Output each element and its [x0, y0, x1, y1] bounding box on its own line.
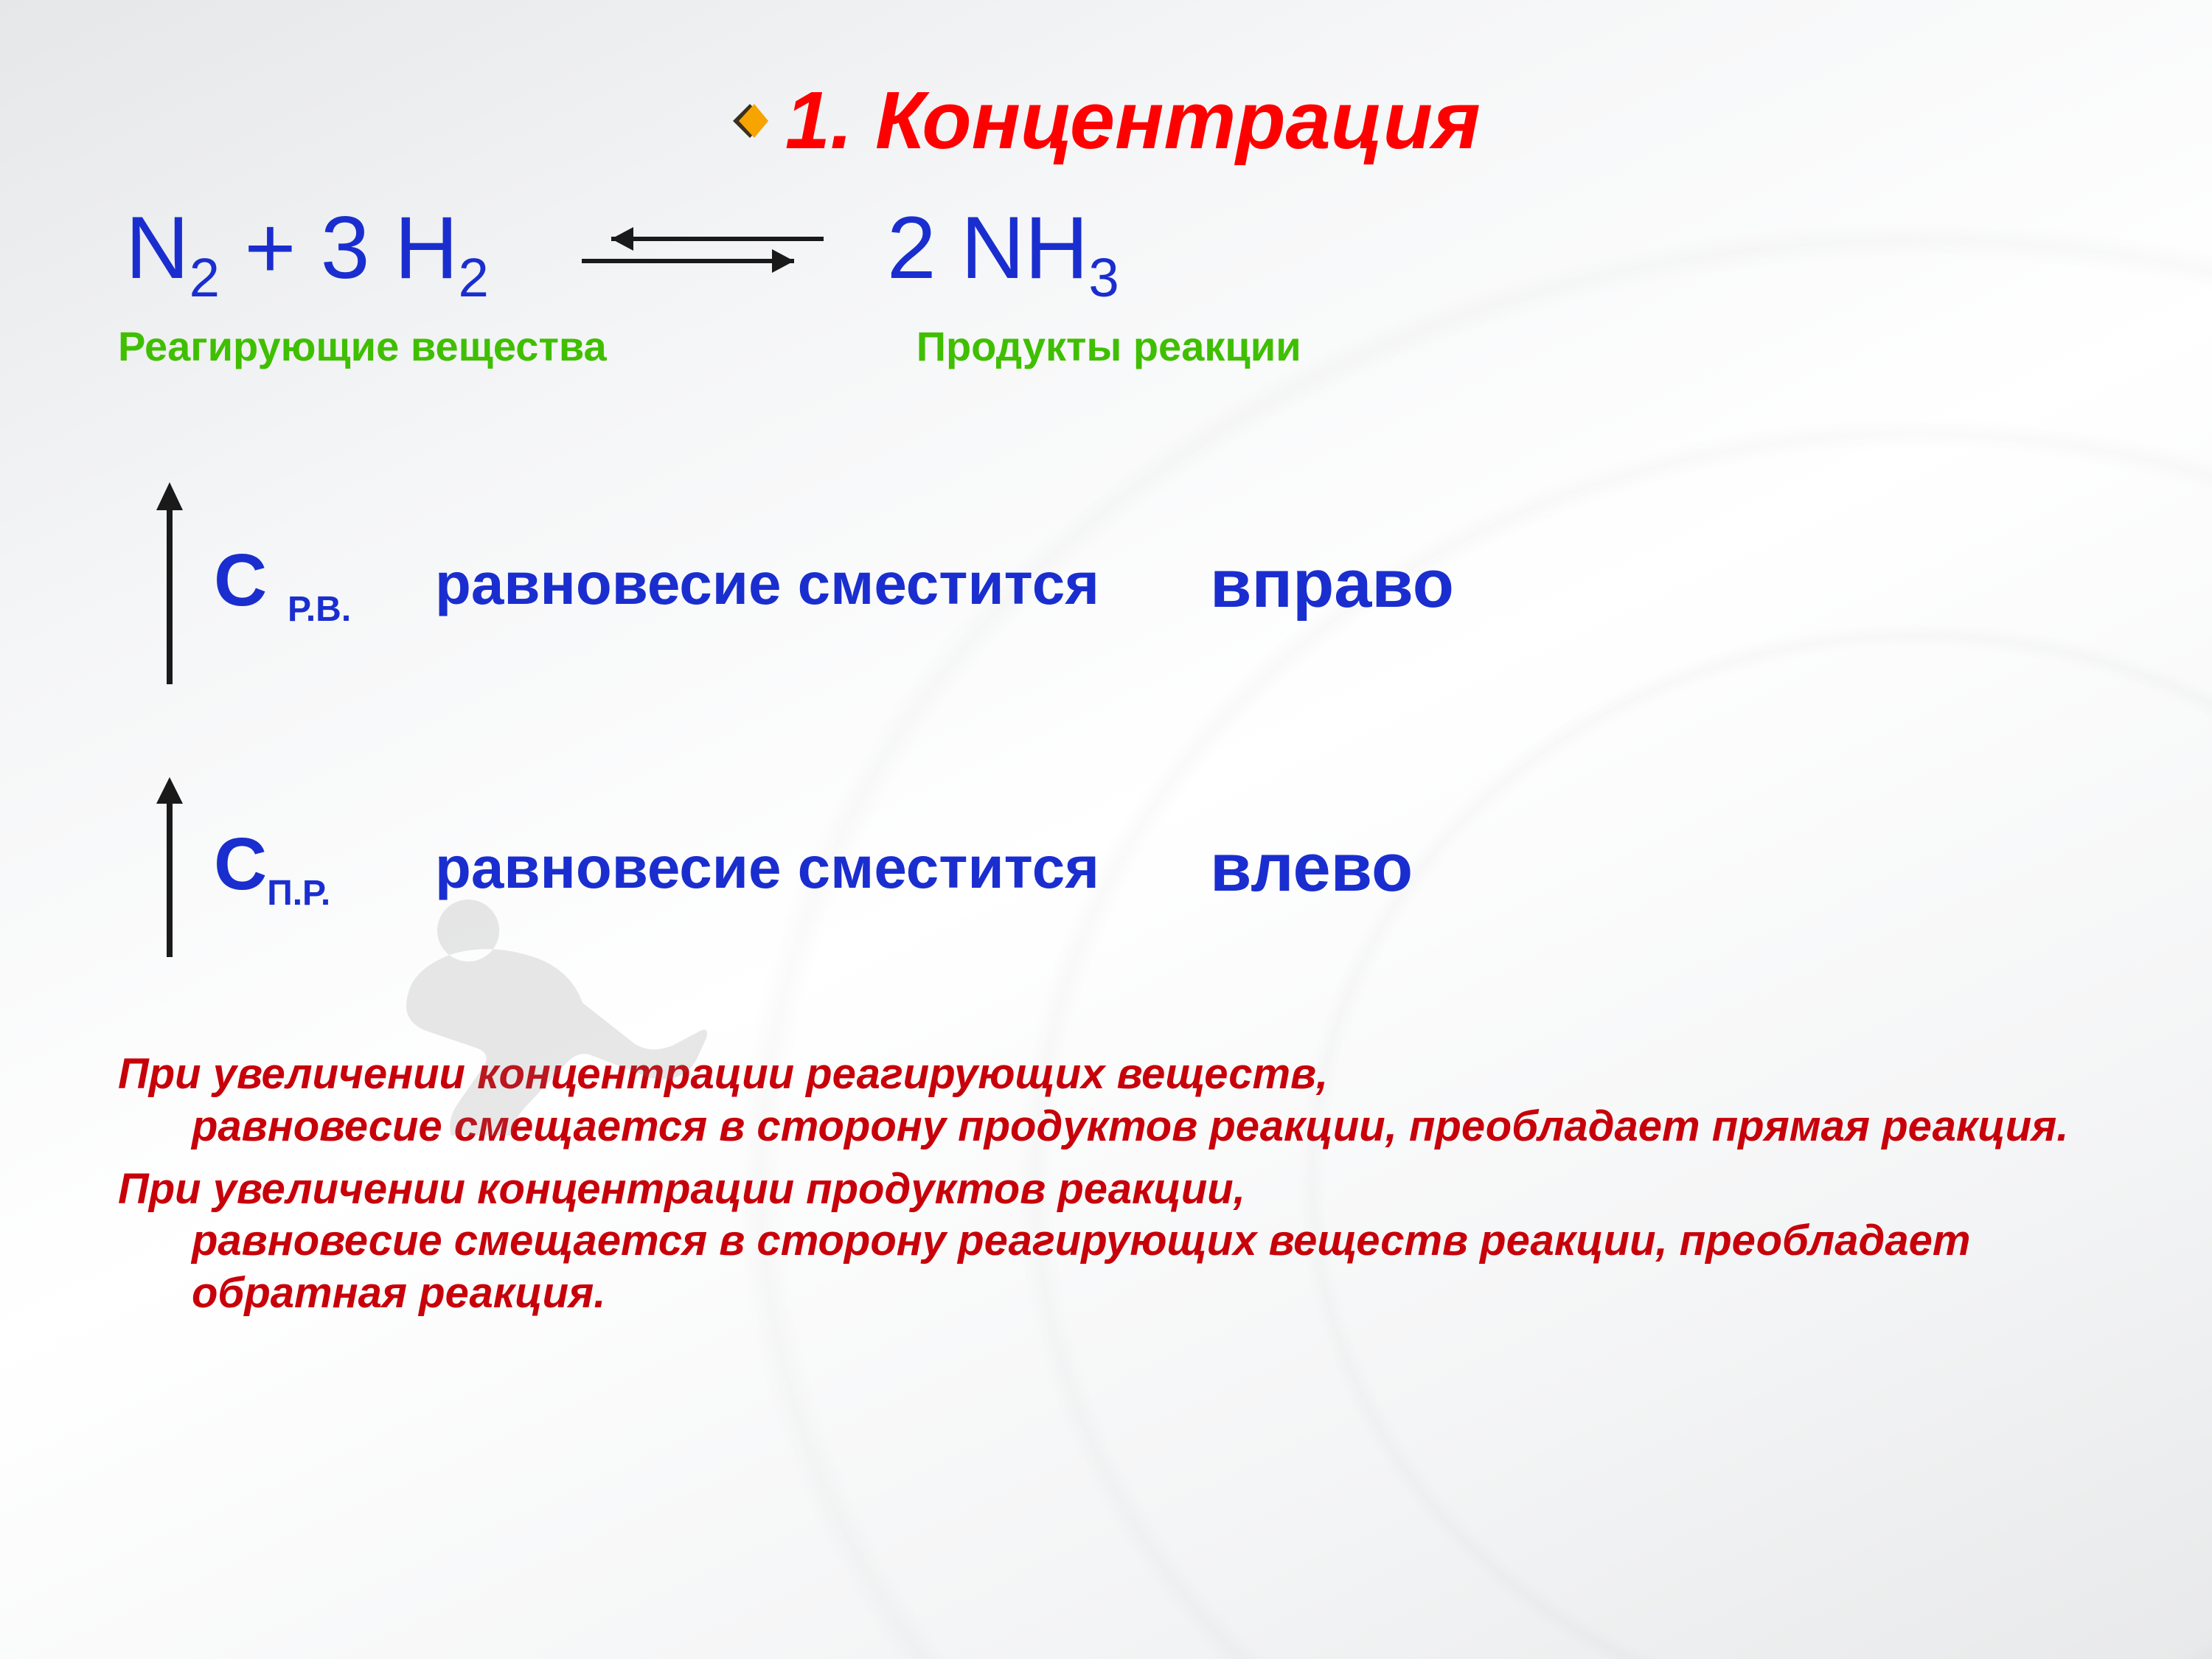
rule2-direction: влево	[1210, 830, 1413, 907]
equation-right: 2 NH3	[887, 197, 1119, 309]
conclusion-block: При увеличении концентрации реагирующих …	[118, 1048, 2094, 1320]
p1-first: При увеличении концентрации реагирующих …	[118, 1050, 1328, 1098]
equilibrium-arrows-icon	[570, 218, 835, 288]
c1-main: С	[214, 539, 288, 622]
c2-main: С	[214, 823, 267, 905]
conclusion-p2: При увеличении концентрации продуктов ре…	[118, 1164, 2094, 1320]
rule2-text: равновесие сместится	[435, 834, 1099, 902]
c1-sub: Р.В.	[288, 590, 351, 629]
equation: N2 + 3 H2 2 NH3	[125, 197, 2094, 309]
rule1-direction: вправо	[1210, 546, 1454, 623]
title-row: 1. Концентрация	[118, 74, 2094, 167]
rule-row-1: С Р.В. равновесие сместится вправо	[147, 481, 2094, 687]
c-products-symbol: СП.Р.	[214, 822, 435, 914]
rule-row-2: СП.Р. равновесие сместится влево	[147, 776, 2094, 960]
eq-rsub: 3	[1088, 247, 1119, 308]
c2-sub: П.Р.	[267, 874, 330, 913]
bullet-icon	[731, 102, 768, 139]
reactants-label: Реагирующие вещества	[118, 322, 607, 370]
eq-mid: + 3 H	[220, 198, 459, 297]
slide-title: 1. Концентрация	[785, 74, 1481, 167]
up-arrow-icon	[147, 776, 192, 960]
equation-left: N2 + 3 H2	[125, 197, 489, 309]
products-label: Продукты реакции	[917, 322, 1301, 370]
c-reactants-symbol: С Р.В.	[214, 538, 435, 630]
p1-rest: равновесие смещается в сторону продуктов…	[118, 1101, 2094, 1153]
eq-rpre: 2 NH	[887, 198, 1088, 297]
rules-block: С Р.В. равновесие сместится вправо СП.Р.…	[147, 481, 2094, 960]
eq-sub1: 2	[189, 247, 220, 308]
rule1-text: равновесие сместится	[435, 550, 1099, 618]
labels-row: Реагирующие вещества Продукты реакции	[118, 322, 2094, 370]
eq-n: N	[125, 198, 189, 297]
conclusion-p1: При увеличении концентрации реагирующих …	[118, 1048, 2094, 1153]
slide: 1. Концентрация N2 + 3 H2 2 NH3 Реагирую…	[0, 0, 2212, 1659]
p2-first: При увеличении концентрации продуктов ре…	[118, 1165, 1245, 1213]
eq-sub2: 2	[459, 247, 489, 308]
up-arrow-icon	[147, 481, 192, 687]
p2-rest: равновесие смещается в сторону реагирующ…	[118, 1215, 2094, 1320]
